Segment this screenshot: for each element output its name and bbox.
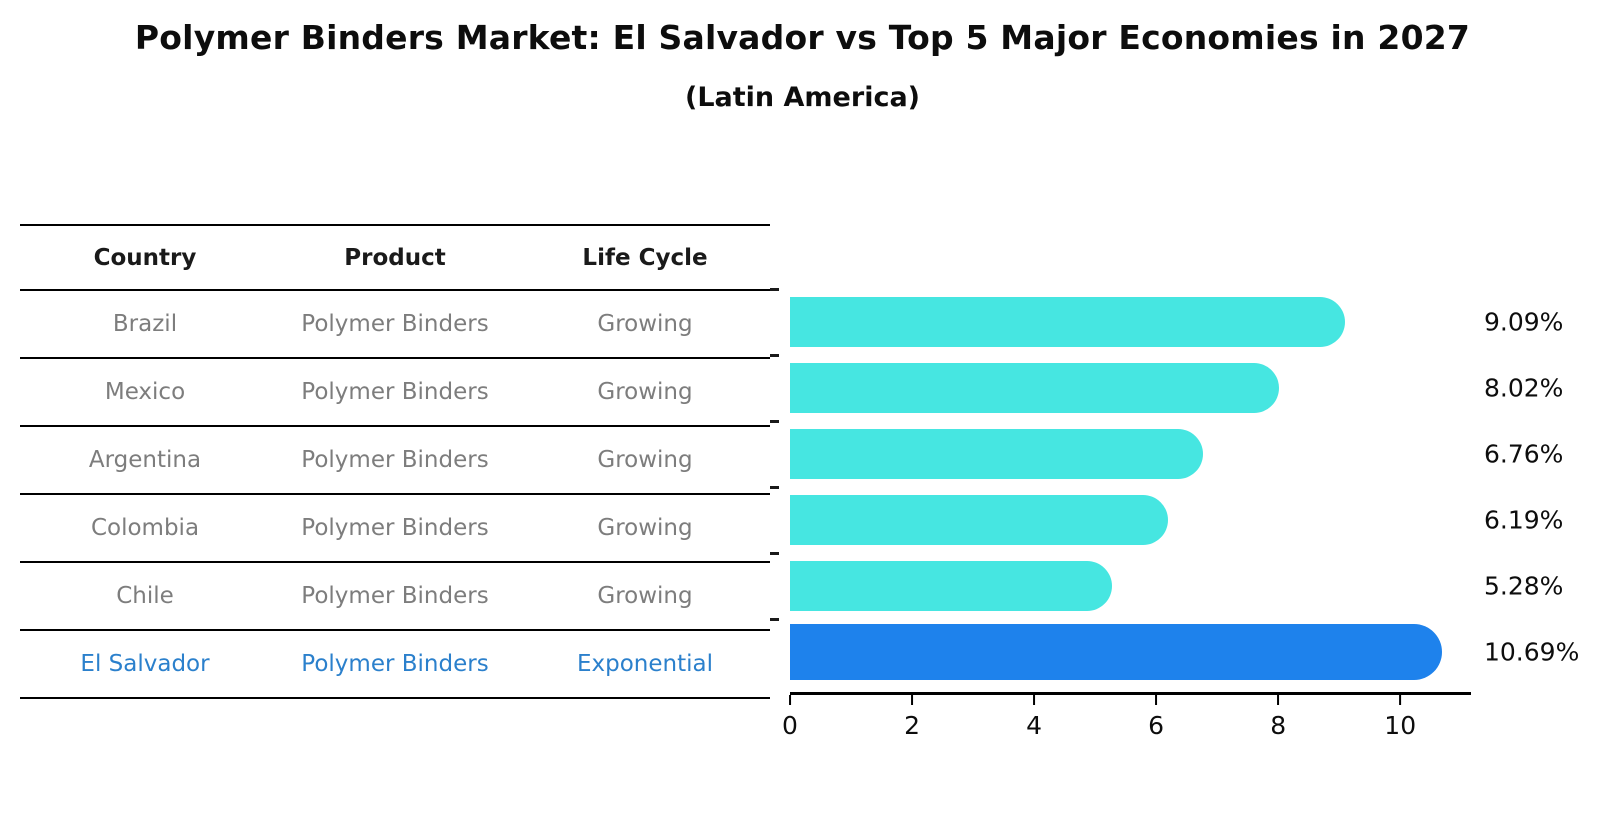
country-cell: Colombia xyxy=(90,515,200,541)
table-row-colombia: Colombia Polymer Binders Growing xyxy=(20,495,770,563)
value-label: 6.19% xyxy=(1484,505,1564,535)
tick-mark xyxy=(1398,695,1402,705)
bar-row-brazil: 9.09% xyxy=(770,288,1563,355)
table-row-argentina: Argentina Polymer Binders Growing xyxy=(20,427,770,495)
value-label: 10.69% xyxy=(1484,637,1580,667)
bar-row-colombia: 6.19% xyxy=(770,486,1563,553)
value-label: 9.09% xyxy=(1484,307,1564,337)
product-cell: Polymer Binders xyxy=(301,515,489,541)
lifecycle-cell: Growing xyxy=(597,379,693,405)
table-row-mexico: Mexico Polymer Binders Growing xyxy=(20,359,770,427)
table-row-chile: Chile Polymer Binders Growing xyxy=(20,563,770,631)
tick-label: 2 xyxy=(904,711,920,740)
table-header-row: Country Product Life Cycle xyxy=(20,224,770,291)
bar-chart: 9.09% 8.02% 6.76% 6.19% 5.28% 10.69% 0 xyxy=(770,288,1579,755)
lifecycle-cell: Growing xyxy=(597,447,693,473)
bar-el-salvador-highlighted xyxy=(790,624,1443,680)
x-axis-tick: 10 xyxy=(1384,695,1416,740)
tick-label: 0 xyxy=(782,711,798,740)
value-label: 6.76% xyxy=(1484,439,1564,469)
tick-mark xyxy=(1276,695,1280,705)
bar-colombia xyxy=(790,495,1168,545)
table-row-el-salvador: El Salvador Polymer Binders Exponential xyxy=(20,631,770,699)
tick-label: 8 xyxy=(1270,711,1287,740)
country-cell: El Salvador xyxy=(80,651,210,677)
tick-mark xyxy=(788,695,792,705)
lifecycle-cell: Exponential xyxy=(576,651,713,677)
page-title: Polymer Binders Market: El Salvador vs T… xyxy=(134,18,1471,57)
country-cell: Mexico xyxy=(104,379,186,405)
bar-chile xyxy=(790,561,1113,611)
product-cell: Polymer Binders xyxy=(301,447,489,473)
bar-argentina xyxy=(790,429,1203,479)
x-axis-tick: 0 xyxy=(782,695,798,740)
table-row-brazil: Brazil Polymer Binders Growing xyxy=(20,291,770,359)
bar-mexico xyxy=(790,363,1280,413)
x-axis: 0 2 4 6 8 10 xyxy=(782,692,1471,755)
bar-row-mexico: 8.02% xyxy=(770,354,1563,421)
value-label: 8.02% xyxy=(1484,373,1564,403)
x-axis-tick: 2 xyxy=(904,695,920,740)
product-cell: Polymer Binders xyxy=(301,583,489,609)
tick-label: 4 xyxy=(1026,711,1043,740)
bar-row-argentina: 6.76% xyxy=(770,420,1563,487)
page-subtitle: (Latin America) xyxy=(684,82,921,113)
value-label: 5.28% xyxy=(1484,571,1564,601)
tick-mark xyxy=(910,695,914,705)
tick-label: 6 xyxy=(1148,711,1165,740)
comparison-table: Country Product Life Cycle Brazil Polyme… xyxy=(20,224,770,699)
x-axis-tick: 8 xyxy=(1270,695,1286,740)
column-header-country: Country xyxy=(93,244,197,271)
bar-row-chile: 5.28% xyxy=(770,552,1563,619)
column-header-product: Product xyxy=(344,244,446,271)
bar-brazil xyxy=(790,297,1345,347)
tick-mark xyxy=(1154,695,1158,705)
lifecycle-cell: Growing xyxy=(597,311,693,337)
product-cell: Polymer Binders xyxy=(301,379,489,405)
product-cell: Polymer Binders xyxy=(301,651,489,677)
product-cell: Polymer Binders xyxy=(301,311,489,337)
x-axis-tick: 6 xyxy=(1148,695,1164,740)
tick-mark xyxy=(1032,695,1036,705)
country-cell: Brazil xyxy=(112,311,178,337)
column-header-lifecycle: Life Cycle xyxy=(582,244,708,271)
tick-label: 10 xyxy=(1384,711,1417,740)
lifecycle-cell: Growing xyxy=(597,583,693,609)
bar-row-el-salvador: 10.69% xyxy=(770,618,1579,685)
lifecycle-cell: Growing xyxy=(597,515,693,541)
country-cell: Chile xyxy=(116,583,174,609)
country-cell: Argentina xyxy=(88,447,202,473)
x-axis-tick: 4 xyxy=(1026,695,1042,740)
